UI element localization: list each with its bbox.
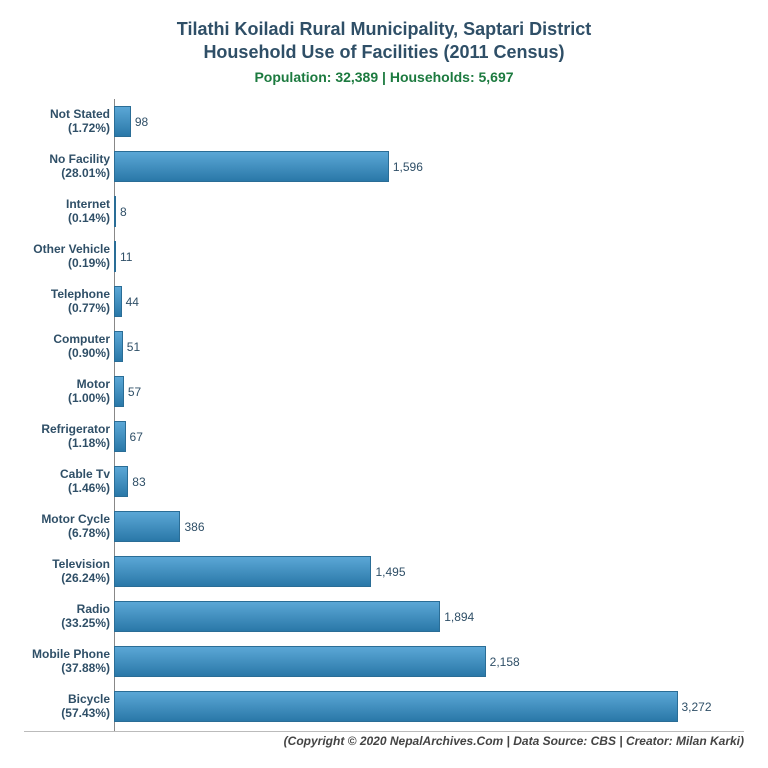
category-label: Cable Tv(1.46%)	[24, 468, 114, 496]
value-label: 8	[120, 205, 127, 219]
title-line2: Household Use of Facilities (2011 Census…	[203, 42, 564, 62]
bar	[114, 331, 123, 361]
bar-row: Television(26.24%)1,495	[114, 553, 734, 590]
chart-title: Tilathi Koiladi Rural Municipality, Sapt…	[24, 18, 744, 63]
bar-rows: Not Stated(1.72%)98 No Facility(28.01%)1,…	[114, 99, 734, 731]
bar-row: No Facility(28.01%)1,596	[114, 148, 734, 185]
value-label: 1,596	[393, 160, 423, 174]
category-label: Internet(0.14%)	[24, 198, 114, 226]
plot-area: Not Stated(1.72%)98 No Facility(28.01%)1,…	[114, 99, 734, 731]
value-label: 83	[132, 475, 145, 489]
category-label: Not Stated(1.72%)	[24, 108, 114, 136]
bar	[114, 376, 124, 406]
bar	[114, 466, 128, 496]
value-label: 57	[128, 385, 141, 399]
category-label: Bicycle(57.43%)	[24, 693, 114, 721]
bar	[114, 196, 116, 226]
bar	[114, 151, 389, 181]
bar	[114, 556, 371, 586]
value-label: 1,894	[444, 610, 474, 624]
value-label: 11	[120, 250, 132, 264]
bar	[114, 601, 440, 631]
category-label: Television(26.24%)	[24, 558, 114, 586]
bar	[114, 691, 678, 721]
bar-row: Other Vehicle(0.19%)11	[114, 238, 734, 275]
bar-row: Refrigerator(1.18%)67	[114, 418, 734, 455]
chart-container: Tilathi Koiladi Rural Municipality, Sapt…	[0, 0, 768, 768]
bar	[114, 646, 486, 676]
category-label: No Facility(28.01%)	[24, 153, 114, 181]
bar	[114, 286, 122, 316]
bar-row: Cable Tv(1.46%)83	[114, 463, 734, 500]
value-label: 67	[130, 430, 143, 444]
title-line1: Tilathi Koiladi Rural Municipality, Sapt…	[177, 19, 591, 39]
bar-row: Motor Cycle(6.78%)386	[114, 508, 734, 545]
bar	[114, 106, 131, 136]
category-label: Other Vehicle(0.19%)	[24, 243, 114, 271]
value-label: 98	[135, 115, 148, 129]
value-label: 3,272	[682, 700, 712, 714]
bar	[114, 421, 126, 451]
bar-row: Internet(0.14%)8	[114, 193, 734, 230]
bar-row: Motor(1.00%)57	[114, 373, 734, 410]
chart-subtitle: Population: 32,389 | Households: 5,697	[24, 69, 744, 85]
bar-row: Not Stated(1.72%)98	[114, 103, 734, 140]
category-label: Computer(0.90%)	[24, 333, 114, 361]
value-label: 2,158	[490, 655, 520, 669]
category-label: Refrigerator(1.18%)	[24, 423, 114, 451]
category-label: Mobile Phone(37.88%)	[24, 648, 114, 676]
category-label: Motor(1.00%)	[24, 378, 114, 406]
bar-row: Mobile Phone(37.88%)2,158	[114, 643, 734, 680]
bar-row: Radio(33.25%)1,894	[114, 598, 734, 635]
value-label: 386	[184, 520, 204, 534]
category-label: Radio(33.25%)	[24, 603, 114, 631]
value-label: 44	[126, 295, 139, 309]
bar	[114, 511, 180, 541]
bar	[114, 241, 116, 271]
bar-row: Computer(0.90%)51	[114, 328, 734, 365]
value-label: 1,495	[375, 565, 405, 579]
category-label: Telephone(0.77%)	[24, 288, 114, 316]
bar-row: Bicycle(57.43%)3,272	[114, 688, 734, 725]
bar-row: Telephone(0.77%)44	[114, 283, 734, 320]
chart-footer: (Copyright © 2020 NepalArchives.Com | Da…	[24, 731, 744, 748]
value-label: 51	[127, 340, 140, 354]
category-label: Motor Cycle(6.78%)	[24, 513, 114, 541]
